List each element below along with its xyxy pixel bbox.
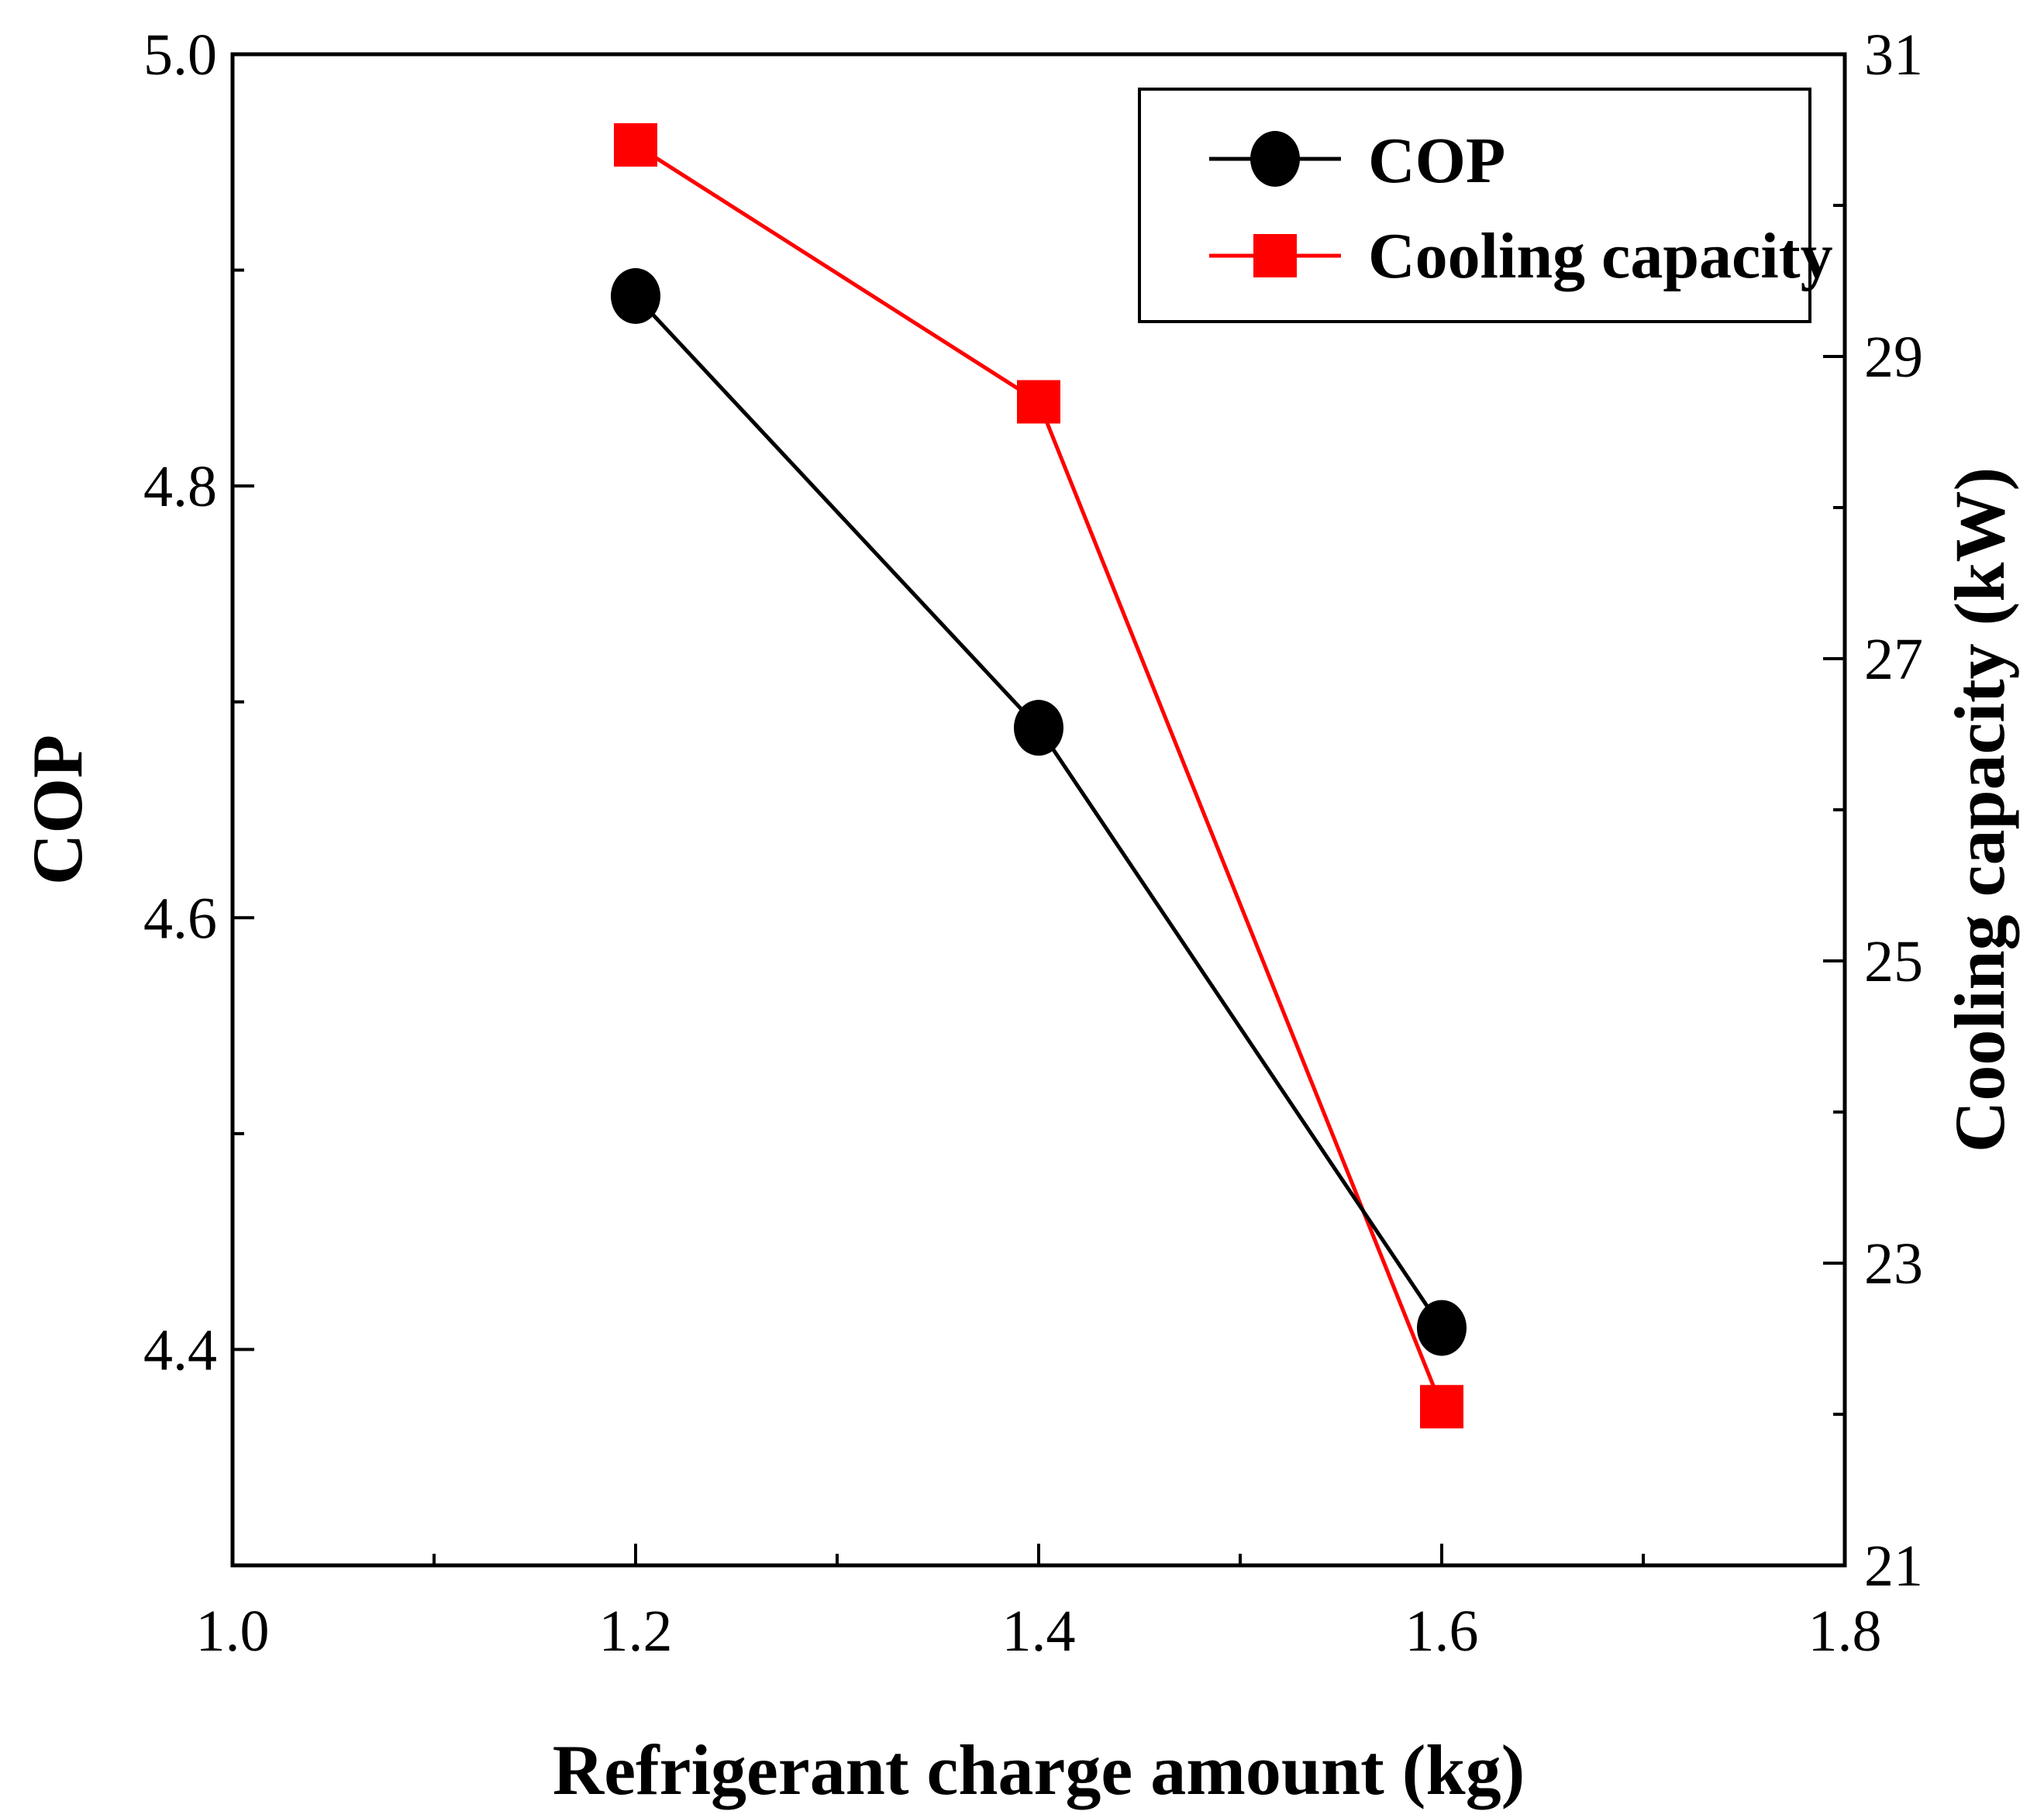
y-axis-title: COP: [18, 735, 97, 885]
y2-axis-title: Cooling capacity (kW): [1940, 467, 2019, 1152]
cop-line: [634, 294, 1444, 1329]
x-tick-label: 1.8: [1808, 1599, 1882, 1664]
series-layer: [611, 123, 1467, 1429]
y2-tick-label: 31: [1864, 22, 1923, 88]
y2-tick-label: 27: [1864, 627, 1923, 692]
y2-tick-label: 25: [1864, 929, 1923, 994]
y-tick-label: 4.4: [143, 1317, 217, 1382]
y2-tick-label: 23: [1864, 1231, 1923, 1296]
cop-point: [1417, 1300, 1467, 1356]
legend-box: [1138, 88, 1811, 323]
y-tick-label: 4.6: [143, 886, 217, 951]
axis-layer: 1.0 1.2 1.4 1.6 1.8 4.4 4.6 4.8 5.0 21 23 25 27 29 31: [143, 22, 1923, 1664]
y2-tick-label: 29: [1864, 325, 1923, 390]
legend-capacity-marker: [1253, 234, 1297, 277]
x-tick-label: 1.2: [599, 1599, 673, 1664]
cop-point: [611, 268, 660, 324]
cooling-capacity-point: [1420, 1385, 1463, 1429]
cooling-capacity-point: [1017, 380, 1060, 424]
x-axis-title: Refrigerant charge amount (kg): [553, 1730, 1525, 1809]
legend-cop-marker: [1250, 131, 1300, 187]
x-tick-label: 1.0: [196, 1599, 270, 1664]
y2-tick-label: 21: [1864, 1534, 1923, 1599]
y-tick-label: 4.8: [143, 454, 217, 519]
x-tick-label: 1.6: [1405, 1599, 1479, 1664]
legend-cop-label: COP: [1368, 125, 1505, 197]
x-tick-label: 1.4: [1002, 1599, 1076, 1664]
legend: COP Cooling capacity: [1138, 88, 1833, 323]
cooling-capacity-point: [614, 123, 657, 167]
y-tick-label: 5.0: [143, 22, 217, 88]
cooling-capacity-line: [634, 143, 1444, 1408]
cop-point: [1014, 700, 1063, 756]
legend-capacity-label: Cooling capacity: [1368, 220, 1833, 292]
